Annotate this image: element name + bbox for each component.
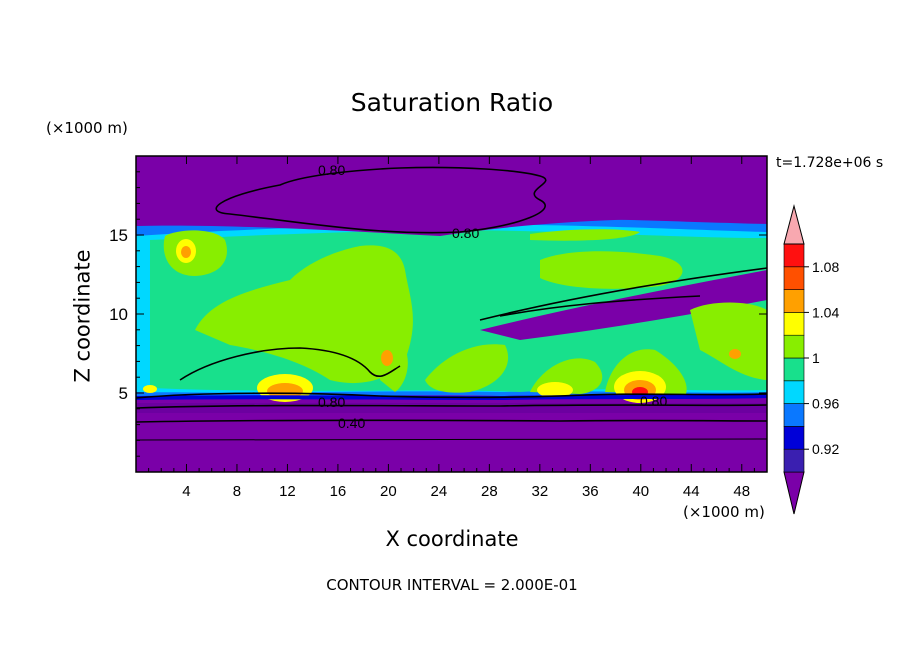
x-axis-label: X coordinate [385,527,519,551]
colorbar-swatch [783,403,805,427]
colorbar-swatch [783,289,805,313]
x-tick-label: 36 [582,483,599,500]
colorbar-swatch [783,471,805,515]
colorbar-swatch [783,380,805,404]
y-axis-label: Z coordinate [70,249,95,383]
x-tick-label: 44 [683,483,700,500]
x-tick-label: 16 [330,483,347,500]
contour-label: 0.80 [318,162,345,178]
y-tick-label: 15 [109,226,128,245]
contour-band-lime [690,302,767,380]
x-tick-label: 8 [233,483,241,500]
colorbar-swatch [783,266,805,290]
colorbar-swatch [783,243,805,268]
warm-core [729,349,741,359]
x-tick-label: 12 [279,483,296,500]
contour-line [179,347,401,381]
warm-core [143,385,157,393]
y-tick-label: 5 [119,384,128,403]
x-tick-label: 28 [481,483,498,500]
warm-core [381,350,393,366]
colorbar-label: 0.96 [812,396,839,412]
x-tick-label: 48 [733,483,750,500]
contour-label: 0.40 [338,415,365,431]
contour-band-lime [530,229,640,241]
contour-interval-note: CONTOUR INTERVAL = 2.000E-01 [326,576,578,594]
x-tick-label: 32 [531,483,548,500]
contour-lines [136,166,767,441]
contour-label: 0.80 [318,394,345,410]
x-tick-label: 20 [380,483,397,500]
colorbar-label: 1.04 [812,304,839,320]
x-tick-label: 4 [182,483,190,500]
contour-label: 0.80 [452,225,479,241]
colorbar-label: 1.08 [812,259,839,275]
colorbar-label: 1 [812,350,820,366]
x-tick-label: 24 [431,483,448,500]
time-label: t=1.728e+06 s [776,155,884,171]
contour-line [136,404,767,409]
contour-labels: 0.80 0.80 0.80 0.80 0.40 [318,162,667,431]
contour-band-lime [540,251,683,289]
contour-band-lime [425,344,509,393]
warm-core [537,382,573,398]
colorbar-swatch [783,357,805,382]
x-axis-unit: (×1000 m) [683,503,765,521]
contour-band-low [480,270,767,340]
contour-band [136,403,767,413]
contour-line [499,295,701,317]
x-axis-ticks: 4 8 12 16 20 24 28 32 36 40 44 48 [148,156,755,500]
y-tick-label: 10 [109,305,128,324]
colorbar-swatch [783,204,805,245]
contour-label: 0.80 [640,393,667,409]
colorbar-swatch [783,426,805,450]
y-axis-unit: (×1000 m) [46,119,128,137]
warm-core [181,246,191,258]
colorbar-label: 0.92 [812,441,839,457]
colorbar-swatch [783,448,805,473]
contour-line [136,419,767,423]
warm-core [267,383,303,399]
y-axis-ticks: 5 10 15 [109,171,767,457]
contour-line [136,392,767,399]
chart-title: Saturation Ratio [350,88,554,117]
contour-band-low [136,156,767,236]
x-tick-label: 40 [632,483,649,500]
colorbar-swatch [783,312,805,336]
colorbar-swatch [783,334,805,359]
contour-line [215,166,547,234]
contour-fill [136,156,767,472]
contour-line [479,267,767,321]
colorbar: 1.08 1.04 1 0.96 0.92 [783,204,839,515]
contour-band-lime [195,245,413,384]
